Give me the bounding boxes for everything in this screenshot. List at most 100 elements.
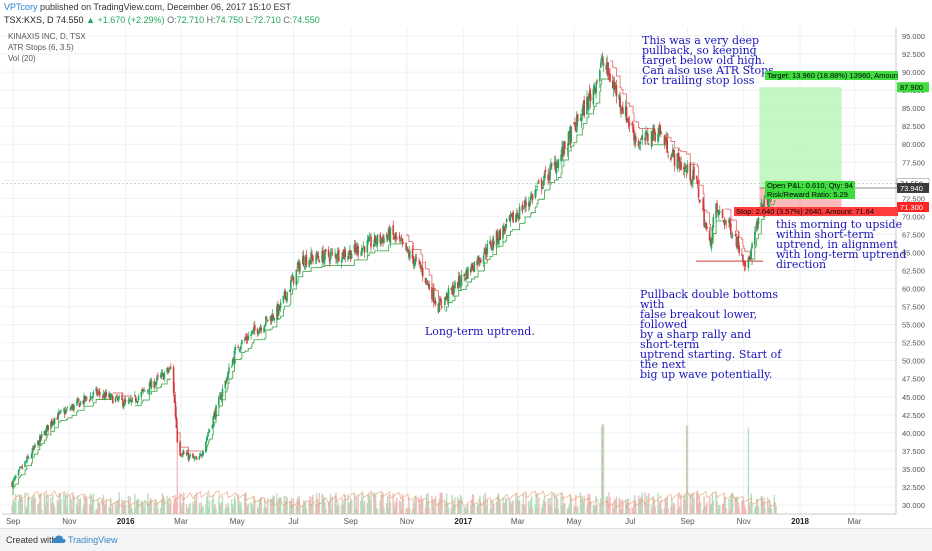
candle-body [86,397,88,399]
candle-body [750,248,752,259]
volume-bar [708,496,711,514]
candle-body [599,70,601,82]
footer-bar: Created with TradingView [0,528,932,551]
stop-price-tag[interactable] [897,202,929,213]
volume-bar [104,503,107,514]
legend-atr-stops[interactable]: ATR Stops (6, 3.5) [8,43,74,52]
volume-bar [654,506,656,514]
price-chart[interactable]: Sep Nov 2016 Mar May Jul Sep Nov 2017 Mar May Jul Se… [0,0,932,528]
candle-body [102,393,105,396]
volume-bar [98,503,100,514]
candle-body [51,421,54,426]
candle-body [638,147,641,148]
annotation-deep-pullback[interactable]: This was a very deep pullback, so keepin… [642,34,774,87]
candle-body [459,284,462,286]
volume-bar [749,502,751,514]
candle-body [562,146,564,156]
candle-body [763,199,765,213]
candle-body [517,216,520,219]
candle-body [278,305,281,309]
candle-body [356,246,359,251]
legend-title: KINAXIS INC, D, TSX [8,32,86,41]
target-price-tag[interactable] [897,82,929,93]
author-link[interactable]: VPTcory [4,2,38,12]
candle-body [279,302,282,309]
volume-bar [510,504,512,514]
symbol-label[interactable]: TSX:KXS, D [4,15,54,25]
candle-body [110,394,112,398]
volume-bar [562,496,564,514]
candle-body [550,164,552,168]
volume-bar [414,495,417,514]
volume-bar [505,497,507,514]
volume-bar [577,506,579,514]
candle-body [95,388,97,391]
candle-body [660,132,663,134]
volume-bar [525,492,527,514]
legend-volume[interactable]: Vol (20) [8,54,36,63]
candle-body [137,396,140,401]
volume-bar [314,503,317,514]
candle-body [57,412,60,419]
target-label[interactable]: Target: 13.960 (18.88%) 13960, Amount: 2… [765,71,898,80]
annotation-long-term-uptrend[interactable]: Long-term uptrend. [425,325,535,338]
candle-body [130,400,132,403]
volume-bar [335,492,337,514]
candle-body [149,381,152,387]
volume-bar [612,503,614,514]
candle-body [198,456,201,460]
candle-body [169,367,171,369]
candle-body [286,292,288,301]
candle-body [705,223,707,227]
volume-bar [405,508,407,514]
candle-body [122,404,125,408]
volume-bar [696,492,698,514]
volume-bar [451,495,453,514]
volume-bar [529,507,531,514]
candle-body [730,236,733,238]
candle-body [63,410,65,412]
volume-bar [704,505,706,514]
candle-body [360,252,362,254]
volume-bar [671,498,673,514]
candle-body [723,220,726,226]
candle-body [301,256,304,265]
volume-bar [108,507,110,514]
volume-bar [561,505,563,514]
x-tick-label: May [566,517,581,526]
target-zone[interactable] [759,87,842,188]
candle-body [46,425,49,429]
volume-bar [768,499,771,514]
volume-bar [232,508,235,514]
candle-body [176,429,179,442]
volume-bar [201,506,203,514]
candle-body [451,286,454,291]
volume-bar [31,496,34,514]
open-pnl-label[interactable]: Open P&L: 0.610, Qty: 94 Risk/Reward Rat… [765,181,855,199]
tradingview-brand[interactable]: TradingView [68,535,118,545]
volume-bar [586,505,588,514]
volume-bar [609,497,611,514]
candle-body [706,225,708,229]
candle-body [347,256,349,260]
volume-bar [718,504,720,514]
candle-body [464,278,466,280]
candle-body [697,186,700,198]
atr-stop-down [406,234,443,300]
candle-body [731,234,734,236]
volume-bar [683,495,685,514]
candle-body [428,283,430,290]
volume-bar [173,503,176,514]
volume-bar [751,503,753,514]
volume-bar [658,505,660,514]
candle-body [224,380,227,389]
candle-body [650,130,653,148]
annotation-breakout[interactable]: this morning to upside within short-term… [776,218,907,271]
volume-bar [485,505,488,514]
entry-price-tag[interactable] [897,182,929,193]
candle-body [65,409,68,412]
volume-bar [508,498,511,514]
stop-label[interactable]: Stop: 2.640 (3.57%) 2640, Amount: 71.64 [734,207,898,216]
annotation-double-bottom[interactable]: Pullback double bottoms with false break… [640,288,782,381]
candle-body [671,154,673,158]
